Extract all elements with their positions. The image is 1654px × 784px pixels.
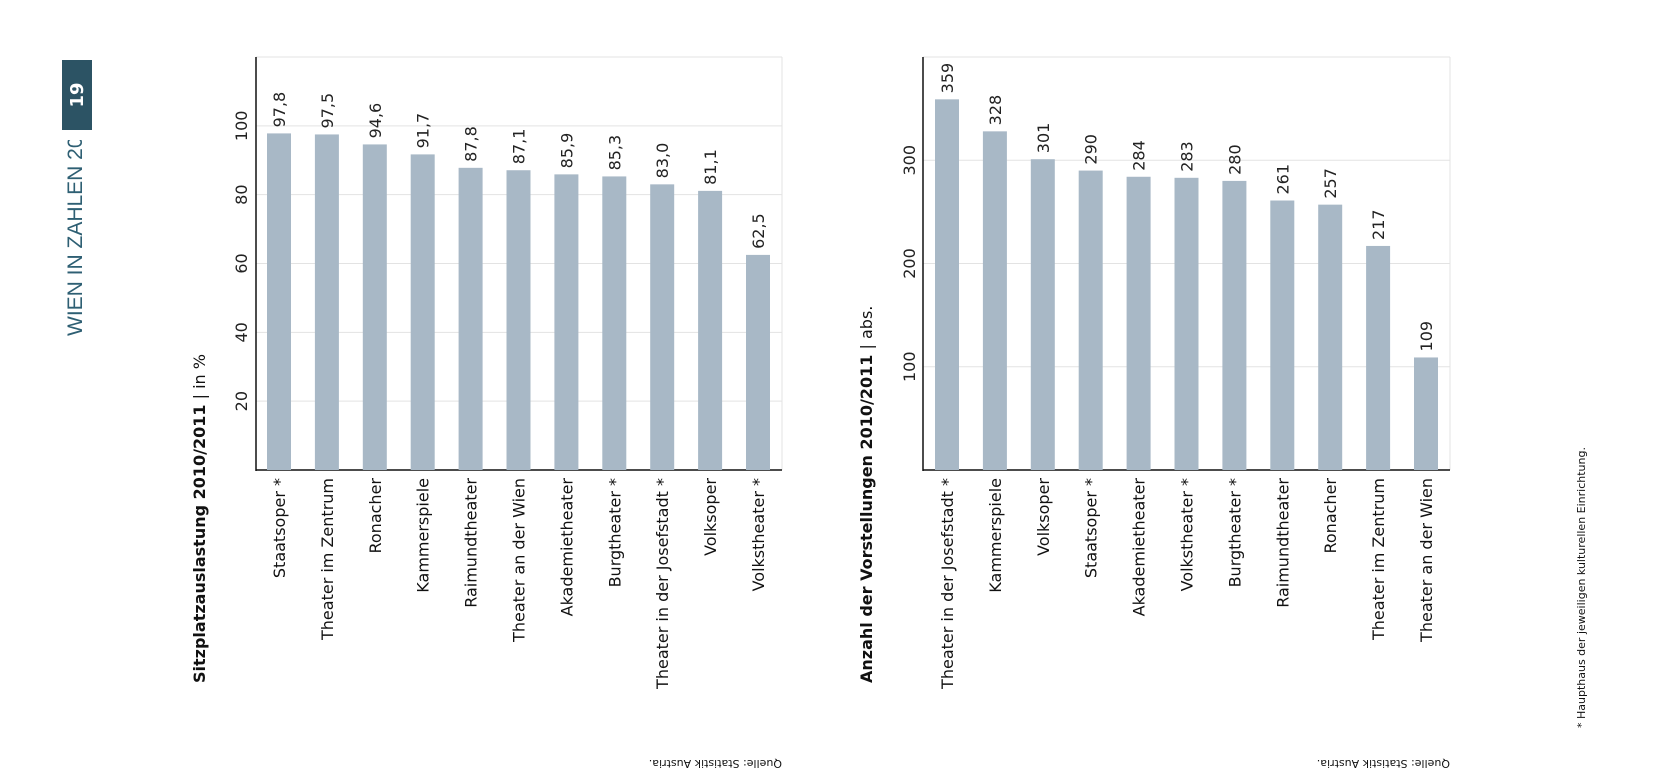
chart-title-bold: Sitzplatzauslastung 2010/2011 <box>190 404 209 683</box>
bar <box>458 167 483 471</box>
category-label: Theater an der Wien <box>1417 478 1436 643</box>
category-label: Akademietheater <box>1130 478 1149 617</box>
bar-value-label: 257 <box>1321 168 1340 199</box>
bar <box>314 134 339 470</box>
running-title: WIEN IN ZAHLEN 2013 <box>64 140 87 336</box>
bar-value-label: 94,6 <box>366 103 385 139</box>
bar <box>1030 159 1055 470</box>
bar <box>746 254 770 470</box>
bar-value-label: 109 <box>1417 321 1436 352</box>
bar <box>1126 176 1151 470</box>
chart-title: Anzahl der Vorstellungen 2010/2011 | abs… <box>857 306 876 683</box>
bar <box>982 131 1007 470</box>
bar-value-label: 85,9 <box>557 133 576 169</box>
bar-value-label: 301 <box>1034 123 1053 154</box>
category-label: Kammerspiele <box>414 478 433 593</box>
bar <box>1270 200 1295 470</box>
category-label: Staatsoper * <box>1082 478 1101 578</box>
bar-value-label: 85,3 <box>605 135 624 171</box>
y-tick-label: 200 <box>900 248 919 279</box>
category-label: Volkstheater * <box>1178 478 1197 591</box>
category-label: Staatsoper * <box>270 478 289 578</box>
bar <box>1414 357 1438 470</box>
y-tick-label: 300 <box>900 145 919 176</box>
bar <box>698 190 723 470</box>
category-label: Volksoper <box>701 478 720 556</box>
bar <box>1366 245 1391 470</box>
bar <box>506 170 531 470</box>
bar-value-label: 97,5 <box>318 93 337 129</box>
chart-title: Sitzplatzauslastung 2010/2011 | in % <box>190 354 209 683</box>
category-label: Ronacher <box>366 478 385 554</box>
y-tick-label: 60 <box>232 253 251 273</box>
category-label: Raimundtheater <box>1273 478 1292 608</box>
page-number: 19 <box>67 82 88 107</box>
bar <box>1174 177 1199 471</box>
y-tick-label: 80 <box>232 184 251 204</box>
bar-value-label: 81,1 <box>701 149 720 185</box>
bar-value-label: 87,1 <box>510 129 529 165</box>
page-number-badge: 19 <box>62 60 92 130</box>
category-label: Raimundtheater <box>462 478 481 608</box>
category-label: Burgtheater * <box>1225 478 1244 587</box>
bar-value-label: 280 <box>1225 144 1244 175</box>
bar <box>410 154 435 470</box>
category-label: Ronacher <box>1321 478 1340 554</box>
y-tick-label: 100 <box>900 351 919 382</box>
bar-value-label: 290 <box>1082 134 1101 165</box>
bar-value-label: 217 <box>1369 209 1388 240</box>
bar-value-label: 62,5 <box>749 213 768 249</box>
category-label: Theater in der Josefstadt * <box>653 478 672 690</box>
bar-value-label: 87,8 <box>462 126 481 162</box>
category-label: Theater im Zentrum <box>1369 478 1388 641</box>
bar <box>602 176 627 470</box>
y-tick-label: 40 <box>232 322 251 342</box>
chart-source-note: Quelle: Statistik Austria. <box>1317 757 1450 770</box>
bar <box>1078 170 1103 470</box>
category-label: Theater an der Wien <box>510 478 529 643</box>
category-label: Burgtheater * <box>605 478 624 587</box>
bar-value-label: 97,8 <box>270 92 289 128</box>
bar-value-label: 328 <box>986 95 1005 126</box>
category-label: Theater im Zentrum <box>318 478 337 641</box>
bar-value-label: 91,7 <box>414 113 433 149</box>
chart-title-bold: Anzahl der Vorstellungen 2010/2011 <box>857 355 876 683</box>
y-tick-label: 20 <box>232 391 251 411</box>
bar-value-label: 83,0 <box>653 143 672 179</box>
y-tick-label: 100 <box>232 111 251 142</box>
chart-title-unit: | in % <box>190 354 209 404</box>
bar-value-label: 284 <box>1130 140 1149 171</box>
page-number-badge-bg <box>62 60 92 130</box>
bar <box>554 174 579 470</box>
bar <box>1222 180 1247 470</box>
category-label: Theater in der Josefstadt * <box>938 478 957 690</box>
bar <box>935 99 959 471</box>
category-label: Kammerspiele <box>986 478 1005 593</box>
category-label: Volksoper <box>1034 478 1053 556</box>
running-title-text: WIEN IN ZAHLEN 2013 <box>64 140 87 336</box>
bar-value-label: 283 <box>1178 141 1197 172</box>
bar <box>362 144 387 470</box>
chart-seat-occupancy: 20 40 60 80 100 97,8 Staatsoper * 97,5 Theater i… <box>190 56 783 770</box>
category-label: Akademietheater <box>557 478 576 617</box>
category-label: Volkstheater * <box>749 478 768 591</box>
chart-title-unit: | abs. <box>857 306 876 355</box>
bar <box>1318 204 1343 470</box>
chart-source-note: Quelle: Statistik Austria. <box>649 757 782 770</box>
bar <box>267 133 291 470</box>
bar-value-label: 359 <box>938 63 957 94</box>
bar <box>650 184 675 470</box>
bar-value-label: 261 <box>1273 164 1292 195</box>
footnote: * Haupthaus der jeweiligen kulturellen E… <box>1575 447 1588 728</box>
